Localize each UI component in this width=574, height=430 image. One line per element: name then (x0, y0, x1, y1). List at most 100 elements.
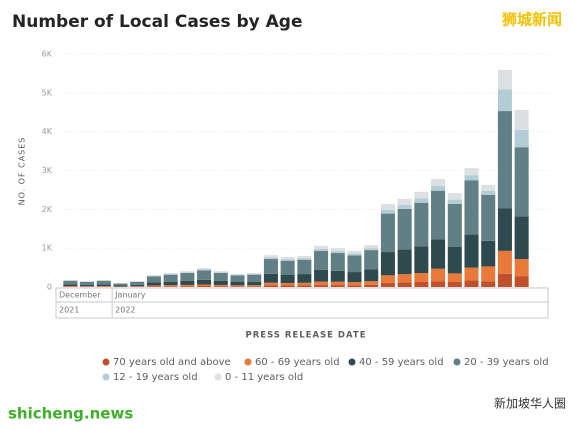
bar-segment (197, 267, 212, 270)
bar-segment (113, 285, 128, 287)
bar-segment (197, 270, 212, 280)
bar-segment (314, 285, 329, 287)
bar-segment (314, 269, 329, 282)
bar-segment (213, 272, 228, 273)
bar-segment (464, 280, 479, 287)
bar-segment (414, 273, 429, 282)
bar-segment (263, 255, 278, 258)
bar-segment (380, 203, 395, 210)
watermark: 新加坡华人圈 (494, 396, 566, 411)
bar-segment (497, 89, 512, 112)
bar-segment (197, 269, 212, 271)
bar-segment (364, 250, 379, 270)
bar-segment (63, 286, 78, 287)
bar-segment (347, 285, 362, 287)
bar-segment (497, 273, 512, 287)
bar-segment (146, 286, 161, 287)
bar-segment (514, 147, 529, 217)
bar-segment (347, 272, 362, 283)
bar-segment (280, 260, 295, 275)
bar-segment (230, 275, 245, 282)
bar-segment (431, 239, 446, 269)
bar-segment (213, 280, 228, 285)
bar-segment (414, 191, 429, 199)
bar-segment (330, 251, 345, 254)
bar-segment (247, 273, 262, 275)
bar-segment (397, 274, 412, 283)
bar-segment (364, 269, 379, 282)
bar-segment (364, 284, 379, 287)
bar-segment (213, 286, 228, 287)
bar-segment (297, 285, 312, 287)
legend-label: 70 years old and above (113, 357, 231, 368)
x-group-label: January (114, 291, 146, 300)
bar-segment (197, 286, 212, 287)
bar-segment (180, 284, 195, 287)
bar-segment (213, 271, 228, 273)
y-tick-label: 6K (42, 50, 53, 59)
bar-segment (431, 268, 446, 282)
legend-label: 12 - 19 years old (113, 372, 198, 383)
bar-segment (180, 271, 195, 273)
bar-segment (447, 203, 462, 248)
bar-segment (464, 234, 479, 268)
watermark: 狮城新闻 (501, 11, 562, 29)
bar-segment (197, 279, 212, 285)
legend-label: 40 - 59 years old (359, 357, 444, 368)
bar-segment (280, 257, 295, 260)
legend-swatch (453, 358, 461, 366)
bar-segment (230, 285, 245, 287)
bar-segment (380, 252, 395, 276)
bar-segment (280, 283, 295, 286)
bar-segment (230, 274, 245, 276)
bar-segment (247, 281, 262, 286)
bar-segment (497, 111, 512, 209)
bar-segment (414, 202, 429, 247)
bar-segment (146, 275, 161, 277)
bar-segment (213, 272, 228, 281)
legend-swatch (348, 358, 356, 366)
bar-segment (314, 281, 329, 286)
bar-segment (113, 283, 128, 286)
bar-segment (397, 249, 412, 275)
bar-segment (447, 281, 462, 287)
bar-segment (464, 168, 479, 176)
bar-segment (330, 253, 345, 271)
bar-segment (347, 253, 362, 256)
bar-segment (431, 190, 446, 240)
bar-segment (263, 273, 278, 283)
legend-swatch (214, 373, 222, 381)
legend-swatch (244, 358, 252, 366)
bar-segment (146, 282, 161, 286)
bar-segment (247, 274, 262, 282)
bar-segment (364, 281, 379, 285)
legend-label: 60 - 69 years old (255, 357, 340, 368)
bar-segment (96, 286, 111, 287)
bar-segment (80, 284, 95, 287)
bar-segment (96, 280, 111, 285)
bar-segment (130, 284, 145, 287)
bar-segment (481, 194, 496, 241)
y-tick-label: 1K (42, 244, 53, 253)
bar-segment (347, 250, 362, 254)
bar-segment (163, 273, 178, 274)
bar-segment (431, 186, 446, 191)
legend-swatch (102, 373, 110, 381)
bar-segment (464, 175, 479, 181)
x-axis-label: PRESS RELEASE DATE (245, 331, 366, 341)
bar-segment (330, 285, 345, 287)
bar-segment (330, 281, 345, 286)
bar-segment (63, 284, 78, 287)
bar-segment (380, 213, 395, 253)
bar-segment (197, 284, 212, 287)
bar-segment (431, 281, 446, 287)
bar-segment (397, 208, 412, 250)
bar-segment (497, 250, 512, 274)
bar-segment (180, 272, 195, 281)
bar-segment (213, 284, 228, 287)
bar-segment (163, 273, 178, 275)
bar-segment (514, 109, 529, 130)
bar-segment (447, 273, 462, 282)
bar-segment (146, 285, 161, 287)
